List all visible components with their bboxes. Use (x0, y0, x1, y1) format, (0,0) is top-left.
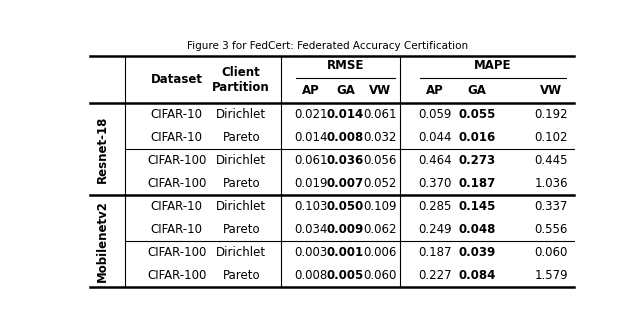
Text: GA: GA (467, 84, 486, 97)
Text: 0.227: 0.227 (418, 269, 451, 282)
Text: 0.059: 0.059 (418, 109, 451, 121)
Text: Client
Partition: Client Partition (212, 65, 270, 94)
Text: CIFAR-10: CIFAR-10 (151, 131, 203, 145)
Text: 0.014: 0.014 (294, 131, 328, 145)
Text: Pareto: Pareto (222, 131, 260, 145)
Text: 0.060: 0.060 (534, 246, 568, 259)
Text: 0.109: 0.109 (364, 200, 397, 213)
Text: Pareto: Pareto (222, 223, 260, 236)
Text: 0.337: 0.337 (534, 200, 568, 213)
Text: 0.370: 0.370 (418, 177, 451, 190)
Text: 0.192: 0.192 (534, 109, 568, 121)
Text: 0.445: 0.445 (534, 154, 568, 167)
Text: 0.102: 0.102 (534, 131, 568, 145)
Text: 0.039: 0.039 (458, 246, 495, 259)
Text: Dirichlet: Dirichlet (216, 109, 266, 121)
Text: 0.055: 0.055 (458, 109, 495, 121)
Text: 0.009: 0.009 (327, 223, 364, 236)
Text: 0.061: 0.061 (294, 154, 328, 167)
Text: 0.008: 0.008 (327, 131, 364, 145)
Text: Mobilenetv2: Mobilenetv2 (96, 200, 109, 282)
Text: 0.103: 0.103 (294, 200, 327, 213)
Text: CIFAR-100: CIFAR-100 (147, 246, 207, 259)
Text: Dirichlet: Dirichlet (216, 200, 266, 213)
Text: VW: VW (369, 84, 391, 97)
Text: 0.464: 0.464 (418, 154, 451, 167)
Text: Resnet-18: Resnet-18 (96, 116, 109, 183)
Text: Figure 3 for FedCert: Federated Accuracy Certification: Figure 3 for FedCert: Federated Accuracy… (188, 41, 468, 51)
Text: 1.036: 1.036 (534, 177, 568, 190)
Text: 0.034: 0.034 (294, 223, 327, 236)
Text: 0.006: 0.006 (364, 246, 397, 259)
Text: 0.050: 0.050 (327, 200, 364, 213)
Text: 0.003: 0.003 (294, 246, 327, 259)
Text: AP: AP (426, 84, 444, 97)
Text: MAPE: MAPE (474, 59, 511, 72)
Text: CIFAR-100: CIFAR-100 (147, 269, 207, 282)
Text: 0.285: 0.285 (418, 200, 451, 213)
Text: 0.187: 0.187 (458, 177, 495, 190)
Text: 1.579: 1.579 (534, 269, 568, 282)
Text: 0.032: 0.032 (364, 131, 397, 145)
Text: GA: GA (336, 84, 355, 97)
Text: 0.019: 0.019 (294, 177, 328, 190)
Text: Dirichlet: Dirichlet (216, 154, 266, 167)
Text: Pareto: Pareto (222, 177, 260, 190)
Text: CIFAR-10: CIFAR-10 (151, 109, 203, 121)
Text: 0.052: 0.052 (364, 177, 397, 190)
Text: AP: AP (302, 84, 319, 97)
Text: VW: VW (540, 84, 563, 97)
Text: 0.048: 0.048 (458, 223, 495, 236)
Text: 0.014: 0.014 (327, 109, 364, 121)
Text: CIFAR-10: CIFAR-10 (151, 200, 203, 213)
Text: 0.273: 0.273 (458, 154, 495, 167)
Text: 0.036: 0.036 (327, 154, 364, 167)
Text: 0.007: 0.007 (327, 177, 364, 190)
Text: 0.145: 0.145 (458, 200, 495, 213)
Text: CIFAR-10: CIFAR-10 (151, 223, 203, 236)
Text: 0.016: 0.016 (458, 131, 495, 145)
Text: Dataset: Dataset (151, 73, 203, 86)
Text: 0.249: 0.249 (418, 223, 451, 236)
Text: CIFAR-100: CIFAR-100 (147, 154, 207, 167)
Text: 0.044: 0.044 (418, 131, 451, 145)
Text: Dirichlet: Dirichlet (216, 246, 266, 259)
Text: 0.056: 0.056 (364, 154, 397, 167)
Text: 0.005: 0.005 (327, 269, 364, 282)
Text: 0.084: 0.084 (458, 269, 495, 282)
Text: 0.061: 0.061 (364, 109, 397, 121)
Text: 0.060: 0.060 (364, 269, 397, 282)
Text: 0.008: 0.008 (294, 269, 327, 282)
Text: 0.021: 0.021 (294, 109, 328, 121)
Text: CIFAR-100: CIFAR-100 (147, 177, 207, 190)
Text: 0.187: 0.187 (418, 246, 451, 259)
Text: Pareto: Pareto (222, 269, 260, 282)
Text: 0.062: 0.062 (364, 223, 397, 236)
Text: 0.556: 0.556 (534, 223, 568, 236)
Text: 0.001: 0.001 (327, 246, 364, 259)
Text: RMSE: RMSE (326, 59, 364, 72)
